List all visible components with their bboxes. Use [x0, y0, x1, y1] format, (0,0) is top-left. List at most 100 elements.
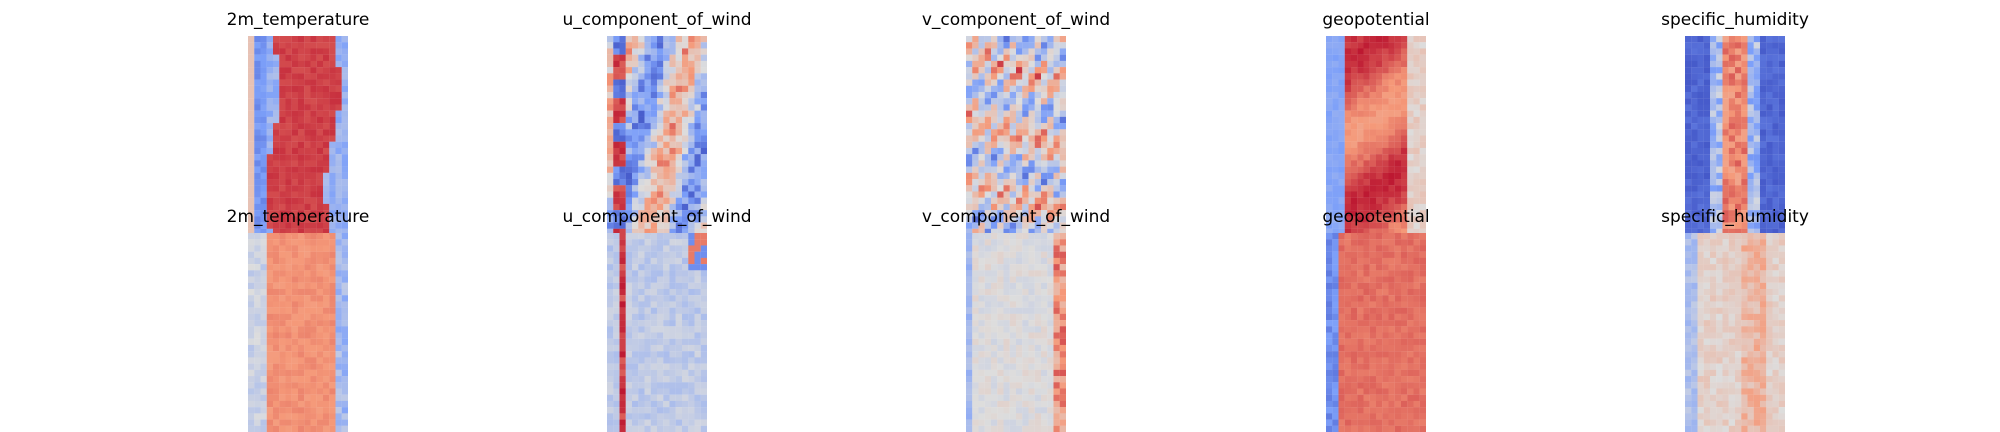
heatmap-cell — [682, 345, 688, 351]
heatmap-cell — [1760, 36, 1766, 42]
heatmap-cell — [613, 351, 619, 357]
heatmap-cell — [1420, 167, 1426, 173]
heatmap-cell — [638, 179, 644, 185]
heatmap-cell — [663, 179, 669, 185]
heatmap-cell — [1748, 295, 1754, 301]
heatmap-cell — [1741, 173, 1747, 179]
heatmap-cell — [1345, 148, 1351, 154]
heatmap-cell — [1035, 142, 1041, 148]
heatmap-cell — [695, 148, 701, 154]
heatmap-cell — [1022, 357, 1028, 363]
heatmap-cell — [304, 111, 310, 117]
heatmap-cell — [682, 277, 688, 283]
heatmap-cell — [323, 270, 329, 276]
heatmap-cell — [632, 326, 638, 332]
heatmap-cell — [1351, 148, 1357, 154]
heatmap-cell — [1060, 407, 1066, 413]
heatmap-cell — [1054, 426, 1060, 432]
heatmap-cell — [972, 154, 978, 160]
heatmap-cell — [304, 86, 310, 92]
heatmap-cell — [1420, 395, 1426, 401]
heatmap-cell — [985, 326, 991, 332]
heatmap-cell — [1414, 92, 1420, 98]
heatmap-cell — [1735, 270, 1741, 276]
heatmap-cell — [670, 80, 676, 86]
heatmap-cell — [1326, 413, 1332, 419]
heatmap-cell — [1351, 407, 1357, 413]
heatmap-cell — [1382, 426, 1388, 432]
heatmap-cell — [657, 370, 663, 376]
heatmap-cell — [638, 98, 644, 104]
heatmap-cell — [626, 245, 632, 251]
heatmap-cell — [323, 173, 329, 179]
heatmap-cell — [663, 198, 669, 204]
heatmap-cell — [311, 420, 317, 426]
heatmap-cell — [997, 239, 1003, 245]
heatmap-cell — [1060, 233, 1066, 239]
heatmap-cell — [1010, 382, 1016, 388]
heatmap-cell — [997, 48, 1003, 54]
heatmap-cell — [1760, 333, 1766, 339]
heatmap-cell — [1357, 98, 1363, 104]
heatmap-cell — [991, 233, 997, 239]
heatmap-cell — [1016, 314, 1022, 320]
heatmap-cell — [261, 111, 267, 117]
heatmap-cell — [1376, 55, 1382, 61]
heatmap-cell — [695, 308, 701, 314]
heatmap-cell — [298, 148, 304, 154]
heatmap-cell — [1351, 320, 1357, 326]
heatmap-cell — [336, 258, 342, 264]
heatmap-cell — [695, 191, 701, 197]
heatmap-cell — [323, 92, 329, 98]
heatmap-cell — [1420, 326, 1426, 332]
heatmap-cell — [1345, 154, 1351, 160]
heatmap-cell — [651, 129, 657, 135]
heatmap-cell — [279, 173, 285, 179]
heatmap-cell — [657, 173, 663, 179]
heatmap-cell — [292, 320, 298, 326]
heatmap-cell — [1716, 154, 1722, 160]
heatmap-cell — [695, 129, 701, 135]
heatmap-cell — [645, 420, 651, 426]
heatmap-cell — [1382, 382, 1388, 388]
heatmap-cell — [1685, 136, 1691, 142]
heatmap-cell — [336, 395, 342, 401]
heatmap-cell — [1047, 345, 1053, 351]
heatmap-cell — [298, 136, 304, 142]
heatmap-cell — [1414, 191, 1420, 197]
heatmap-cell — [1326, 123, 1332, 129]
heatmap-cell — [1345, 67, 1351, 73]
heatmap-cell — [979, 142, 985, 148]
heatmap-cell — [1060, 123, 1066, 129]
heatmap-cell — [682, 129, 688, 135]
heatmap-cell — [1389, 258, 1395, 264]
heatmap-cell — [1004, 326, 1010, 332]
heatmap-cell — [1748, 258, 1754, 264]
heatmap-cell — [1060, 117, 1066, 123]
heatmap-cell — [279, 351, 285, 357]
heatmap-cell — [676, 36, 682, 42]
heatmap-cell — [1691, 160, 1697, 166]
heatmap-cell — [626, 167, 632, 173]
heatmap-cell — [273, 277, 279, 283]
heatmap-cell — [286, 80, 292, 86]
heatmap-cell — [1735, 67, 1741, 73]
heatmap-cell — [1339, 314, 1345, 320]
heatmap-cell — [1735, 48, 1741, 54]
heatmap-cell — [626, 129, 632, 135]
heatmap-cell — [663, 191, 669, 197]
heatmap-cell — [1016, 283, 1022, 289]
heatmap-cell — [286, 252, 292, 258]
heatmap-cell — [651, 167, 657, 173]
heatmap-cell — [682, 111, 688, 117]
heatmap-cell — [1060, 86, 1066, 92]
heatmap-cell — [1691, 264, 1697, 270]
heatmap-cell — [292, 86, 298, 92]
heatmap-cell — [966, 86, 972, 92]
heatmap-cell — [261, 239, 267, 245]
heatmap-cell — [1054, 129, 1060, 135]
heatmap-cell — [1710, 179, 1716, 185]
heatmap-cell — [651, 123, 657, 129]
heatmap-cell — [638, 289, 644, 295]
heatmap-cell — [1332, 55, 1338, 61]
